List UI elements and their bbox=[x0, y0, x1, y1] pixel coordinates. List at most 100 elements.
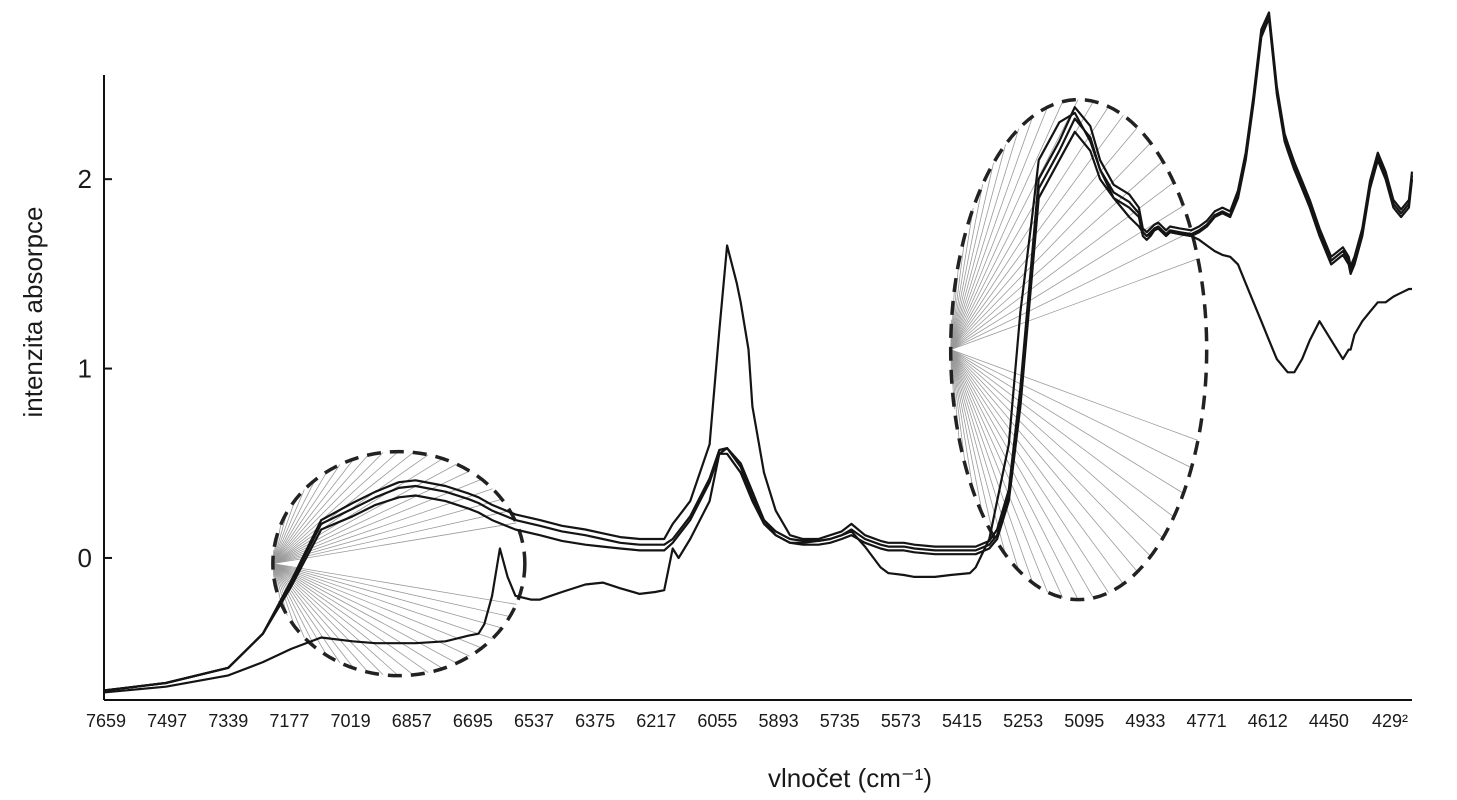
x-tick-label: 4771 bbox=[1187, 711, 1227, 731]
ellipse-hatch-line bbox=[272, 500, 296, 564]
x-tick-label: 7177 bbox=[269, 711, 309, 731]
series-line-3 bbox=[103, 15, 1414, 692]
ellipse-hatch-line bbox=[950, 207, 974, 350]
ellipse-hatch-line bbox=[272, 563, 369, 673]
ellipse-hatch-line bbox=[272, 479, 316, 564]
dashed-ellipse-annotation bbox=[948, 97, 1209, 602]
ellipse-hatch-line bbox=[272, 563, 328, 656]
x-tick-label: 6537 bbox=[514, 711, 554, 731]
x-tick-label: 6375 bbox=[575, 711, 615, 731]
ellipse-hatch-line bbox=[950, 349, 1034, 584]
dashed-ellipse-annotation bbox=[271, 449, 527, 678]
x-tick-label: 7497 bbox=[147, 711, 187, 731]
ellipse-hatch-line bbox=[950, 349, 994, 537]
x-tick-label: 7339 bbox=[208, 711, 248, 731]
series-line-4 bbox=[103, 11, 1414, 692]
ellipse-hatch-line bbox=[272, 563, 305, 638]
y-axis-title: intenzita absorpce bbox=[18, 206, 48, 417]
ellipse-hatch-line bbox=[950, 205, 1184, 350]
series-line-2 bbox=[103, 17, 1414, 692]
ellipse-hatch-line bbox=[272, 563, 288, 616]
ellipse-hatch-line bbox=[272, 563, 457, 664]
ellipse-hatch-line bbox=[272, 511, 288, 564]
y-tick-label: 1 bbox=[78, 354, 92, 384]
ellipse-hatch-line bbox=[950, 349, 974, 492]
x-tick-label: 5735 bbox=[820, 711, 860, 731]
ellipse-hatch-line bbox=[950, 349, 1184, 494]
ellipse-hatch-line bbox=[950, 142, 1151, 350]
x-tick-label: 5893 bbox=[759, 711, 799, 731]
y-tick-layer: 0 1 2 bbox=[78, 164, 112, 573]
x-tick-label: 5095 bbox=[1064, 711, 1104, 731]
ellipse-hatch-line bbox=[950, 349, 1079, 600]
series-line-1 bbox=[103, 111, 1412, 694]
ellipse-hatch-line bbox=[950, 349, 1109, 593]
ellipse-hatch-line bbox=[950, 349, 1094, 599]
ellipse-hatch-line bbox=[272, 563, 443, 669]
x-tick-label: 5253 bbox=[1003, 711, 1043, 731]
x-tick-label: 5415 bbox=[942, 711, 982, 731]
y-tick-label: 2 bbox=[78, 164, 92, 194]
ellipse-hatch-line bbox=[272, 563, 510, 617]
ellipse-hatch-line bbox=[950, 184, 984, 350]
ellipse-hatch-line bbox=[950, 107, 1048, 350]
ellipse-hatch-line bbox=[272, 451, 399, 564]
axes-layer bbox=[103, 75, 1412, 701]
x-axis-title: vlnočet (cm⁻¹) bbox=[768, 763, 932, 793]
ellipse-hatch-line bbox=[950, 349, 1164, 539]
ellipse-hatch-line bbox=[950, 99, 1079, 350]
x-tick-label: 6857 bbox=[392, 711, 432, 731]
ellipse-hatch-line bbox=[950, 349, 966, 466]
ellipse-hatch-line bbox=[272, 452, 384, 564]
ellipse-hatch-line bbox=[950, 349, 1138, 573]
ellipse-hatch-line bbox=[950, 349, 1064, 598]
ellipse-hatch-line bbox=[950, 349, 984, 516]
x-tick-layer: 7659 7497 7339 7177 7019 6857 6695 6537 6375 6217… bbox=[86, 711, 1408, 731]
ellipse-hatch-line bbox=[950, 116, 1034, 350]
annotation-layer bbox=[271, 97, 1209, 678]
ellipse-hatch-line bbox=[950, 231, 1192, 350]
ellipse-hatch-line bbox=[272, 563, 414, 676]
ellipse-hatch-line bbox=[950, 349, 1020, 571]
ellipse-hatch-line bbox=[272, 563, 429, 673]
ellipse-hatch-line bbox=[272, 464, 341, 564]
ellipse-hatch-line bbox=[950, 144, 1007, 350]
x-tick-label: 7019 bbox=[331, 711, 371, 731]
ellipse-hatch-line bbox=[272, 563, 282, 604]
y-tick-label: 0 bbox=[78, 543, 92, 573]
ellipse-hatch-line bbox=[950, 233, 966, 350]
x-tick-label: 4450 bbox=[1309, 711, 1349, 731]
x-tick-label: 5573 bbox=[881, 711, 921, 731]
ellipse-hatch-line bbox=[272, 563, 316, 648]
x-tick-label: 7659 bbox=[86, 711, 126, 731]
ellipse-hatch-line bbox=[950, 127, 1138, 350]
ellipse-hatch-line bbox=[272, 563, 503, 629]
ellipse-hatch-line bbox=[272, 458, 355, 564]
ellipse-hatch-line bbox=[272, 522, 517, 565]
x-tick-label: 4612 bbox=[1248, 711, 1288, 731]
ellipse-hatch-line bbox=[272, 463, 457, 564]
x-tick-label: 4933 bbox=[1125, 711, 1165, 731]
ellipse-hatch-line bbox=[272, 471, 328, 564]
ellipse-hatch-line bbox=[950, 101, 1064, 350]
ellipse-hatch-line bbox=[950, 349, 1007, 556]
ellipse-hatch-line bbox=[272, 498, 503, 565]
ellipse-hatch-line bbox=[272, 563, 493, 639]
ellipse-hatch-line bbox=[950, 258, 1199, 350]
ellipse-hatch-line bbox=[950, 349, 1175, 518]
ellipse-hatch-line bbox=[272, 563, 341, 663]
ellipse-hatch-line bbox=[950, 349, 1192, 469]
ellipse-hatch-line bbox=[950, 128, 1020, 350]
x-tick-label: 6695 bbox=[453, 711, 493, 731]
ellipse-hatch-line bbox=[950, 160, 1164, 350]
ellipse-hatch-line bbox=[950, 349, 1151, 557]
ellipse-hatch-line bbox=[272, 489, 305, 564]
ellipse-hatch-line bbox=[950, 349, 1199, 441]
ellipse-hatch-line bbox=[950, 349, 1124, 585]
x-tick-label: 6055 bbox=[697, 711, 737, 731]
x-tick-label: 6217 bbox=[636, 711, 676, 731]
ellipse-hatch-line bbox=[950, 162, 994, 350]
ellipse-hatch-line bbox=[272, 563, 355, 669]
ellipse-hatch-line bbox=[272, 563, 482, 649]
